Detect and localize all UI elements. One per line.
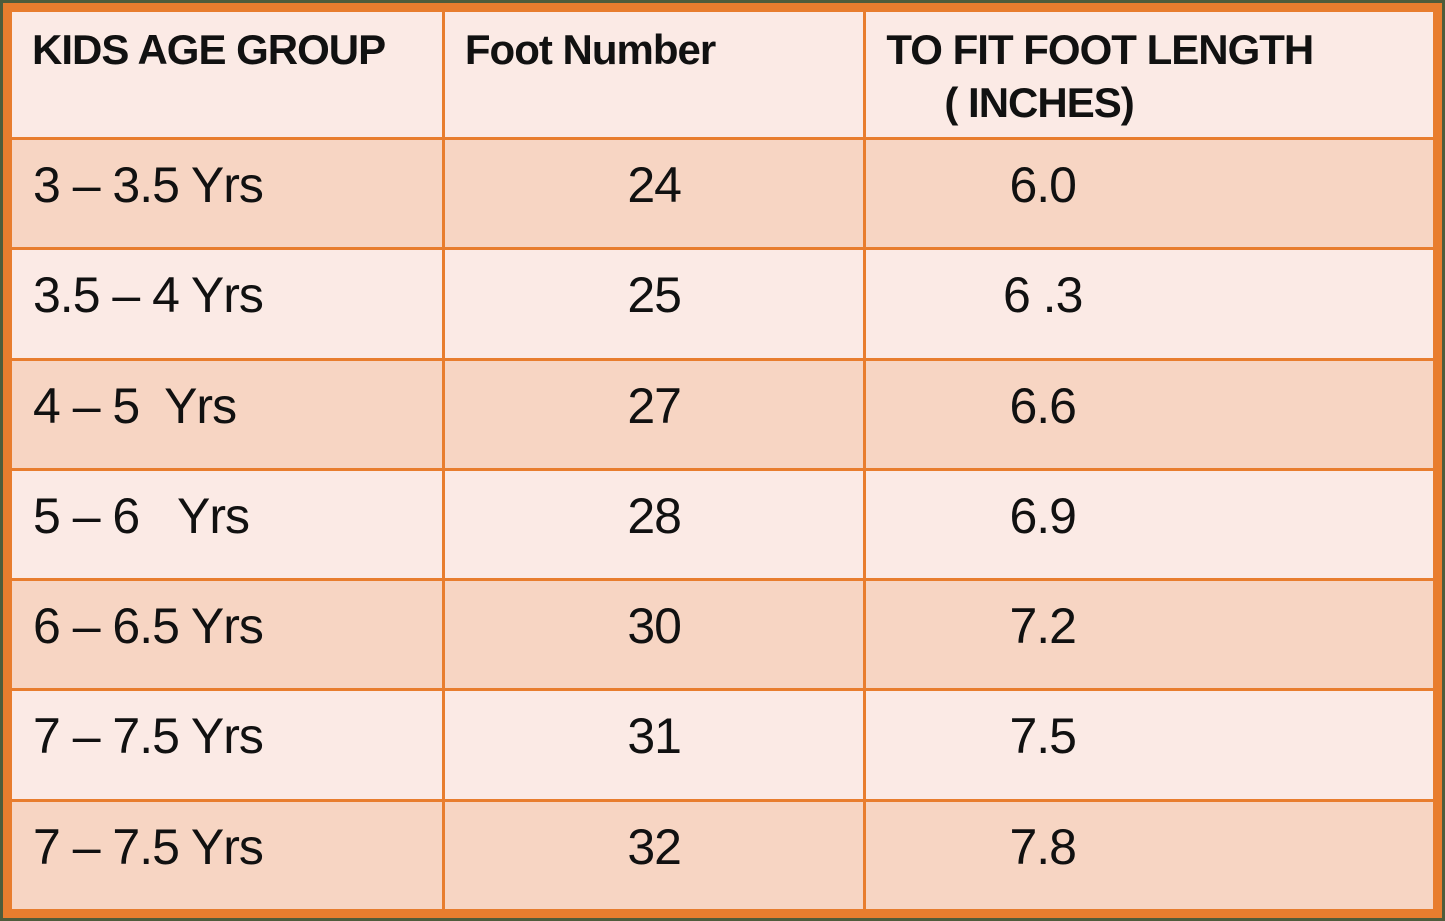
table-row: 3 – 3.5 Yrs 24 6.0 [9, 136, 1436, 251]
foot-length-cell: 6.9 [863, 467, 1436, 582]
table-row: 7 – 7.5 Yrs 31 7.5 [9, 688, 1436, 802]
age-cell: 7 – 7.5 Yrs [9, 688, 445, 802]
foot-number-cell: 25 [441, 247, 867, 361]
age-cell: 4 – 5 Yrs [9, 357, 445, 471]
table-row: 3.5 – 4 Yrs 25 6 .3 [9, 247, 1436, 361]
kids-shoe-size-table: KIDS AGE GROUP Foot Number TO FIT FOOT L… [9, 9, 1436, 913]
age-cell: 7 – 7.5 Yrs [9, 798, 445, 913]
foot-length-cell: 7.8 [863, 798, 1436, 913]
foot-length-cell: 6.6 [863, 357, 1436, 471]
column-header-age-group: KIDS AGE GROUP [9, 9, 445, 140]
foot-length-cell: 6.0 [863, 136, 1436, 251]
table-row: 7 – 7.5 Yrs 32 7.8 [9, 798, 1436, 913]
header-row: KIDS AGE GROUP Foot Number TO FIT FOOT L… [9, 9, 1436, 140]
foot-number-cell: 32 [441, 798, 867, 913]
foot-length-cell: 7.5 [863, 688, 1436, 802]
table-frame: KIDS AGE GROUP Foot Number TO FIT FOOT L… [3, 3, 1442, 918]
foot-number-cell: 31 [441, 688, 867, 802]
table-row: 4 – 5 Yrs 27 6.6 [9, 357, 1436, 471]
age-cell: 3.5 – 4 Yrs [9, 247, 445, 361]
foot-length-cell: 7.2 [863, 578, 1436, 692]
age-cell: 5 – 6 Yrs [9, 467, 445, 582]
foot-number-cell: 28 [441, 467, 867, 582]
foot-number-cell: 24 [441, 136, 867, 251]
age-cell: 6 – 6.5 Yrs [9, 578, 445, 692]
column-header-foot-number: Foot Number [441, 9, 867, 140]
age-cell: 3 – 3.5 Yrs [9, 136, 445, 251]
foot-number-cell: 27 [441, 357, 867, 471]
foot-length-cell: 6 .3 [863, 247, 1436, 361]
table-row: 5 – 6 Yrs 28 6.9 [9, 467, 1436, 582]
foot-length-header-line2: ( INCHES) [944, 78, 1134, 126]
column-header-foot-length: TO FIT FOOT LENGTH ( INCHES) [863, 9, 1436, 140]
table-row: 6 – 6.5 Yrs 30 7.2 [9, 578, 1436, 692]
foot-length-header-line1: TO FIT FOOT LENGTH [886, 26, 1314, 73]
foot-number-cell: 30 [441, 578, 867, 692]
